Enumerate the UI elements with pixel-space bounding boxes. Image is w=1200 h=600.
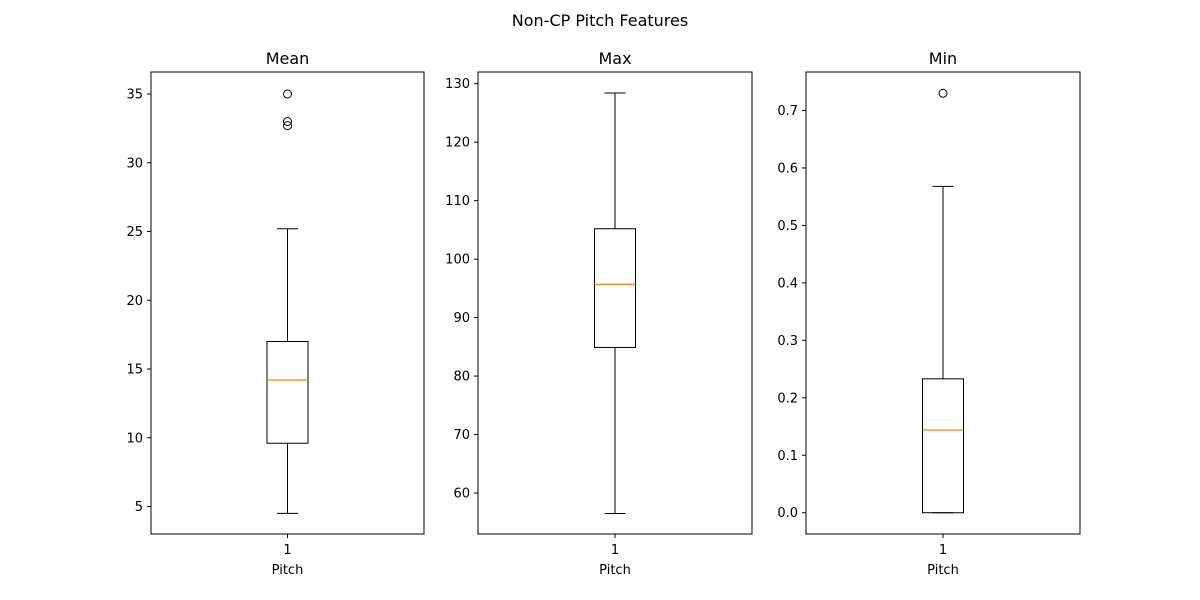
- x-tick-label: 1: [611, 543, 619, 558]
- outlier-point: [938, 88, 948, 98]
- subplot-mean: Mean 5 10 15 20 25 30 35 1 Pitch: [126, 49, 425, 578]
- y-tick-label: 60: [453, 487, 470, 502]
- subplot-min: Min 0.0 0.1 0.2 0.3 0.4 0.5 0.6 0.7 1 Pitch: [777, 49, 1081, 578]
- y-tick-label: 0.6: [777, 161, 798, 176]
- y-tick-label: 0.0: [777, 506, 798, 521]
- outlier-point: [283, 89, 292, 99]
- iqr-box: [266, 341, 309, 444]
- figure-title: Non-CP Pitch Features: [512, 11, 688, 30]
- y-tick-label: 0.1: [777, 449, 798, 464]
- x-tick-label: 1: [283, 543, 291, 558]
- y-tick-label: 70: [453, 428, 470, 443]
- y-tick-label: 0.7: [777, 104, 798, 119]
- x-axis-label: Pitch: [599, 563, 631, 578]
- axes-frame: [150, 71, 425, 535]
- subplot-title: Min: [929, 49, 957, 68]
- x-tick-label: 1: [939, 543, 947, 558]
- y-tick-label: 0.2: [777, 391, 798, 406]
- y-tick-label: 35: [126, 88, 143, 103]
- outlier-point: [283, 117, 292, 126]
- y-tick-label: 30: [126, 156, 143, 171]
- y-tick-label: 110: [445, 194, 470, 209]
- y-tick-label: 5: [135, 500, 143, 515]
- y-tick-label: 10: [126, 431, 143, 446]
- subplot-max: Max 60 70 80 90 100 110 120 130 1 Pitch: [445, 49, 753, 578]
- y-tick-label: 100: [445, 253, 470, 268]
- y-tick-label: 80: [453, 370, 470, 385]
- subplot-title: Mean: [266, 49, 310, 68]
- y-tick-label: 130: [445, 77, 470, 92]
- axes-frame: [477, 71, 753, 535]
- axes-frame: [805, 71, 1081, 535]
- y-tick-label: 120: [445, 136, 470, 151]
- y-tick-label: 20: [126, 294, 143, 309]
- outlier-point: [283, 121, 292, 131]
- x-axis-label: Pitch: [927, 563, 959, 578]
- y-tick-label: 0.3: [777, 334, 798, 349]
- y-tick-label: 0.5: [777, 219, 798, 234]
- iqr-box: [922, 378, 964, 514]
- y-tick-label: 0.4: [777, 276, 798, 291]
- y-tick-label: 90: [453, 311, 470, 326]
- iqr-box: [594, 228, 636, 348]
- x-axis-label: Pitch: [272, 563, 304, 578]
- y-tick-label: 25: [126, 225, 143, 240]
- subplot-title: Max: [598, 49, 631, 68]
- y-tick-label: 15: [126, 363, 143, 378]
